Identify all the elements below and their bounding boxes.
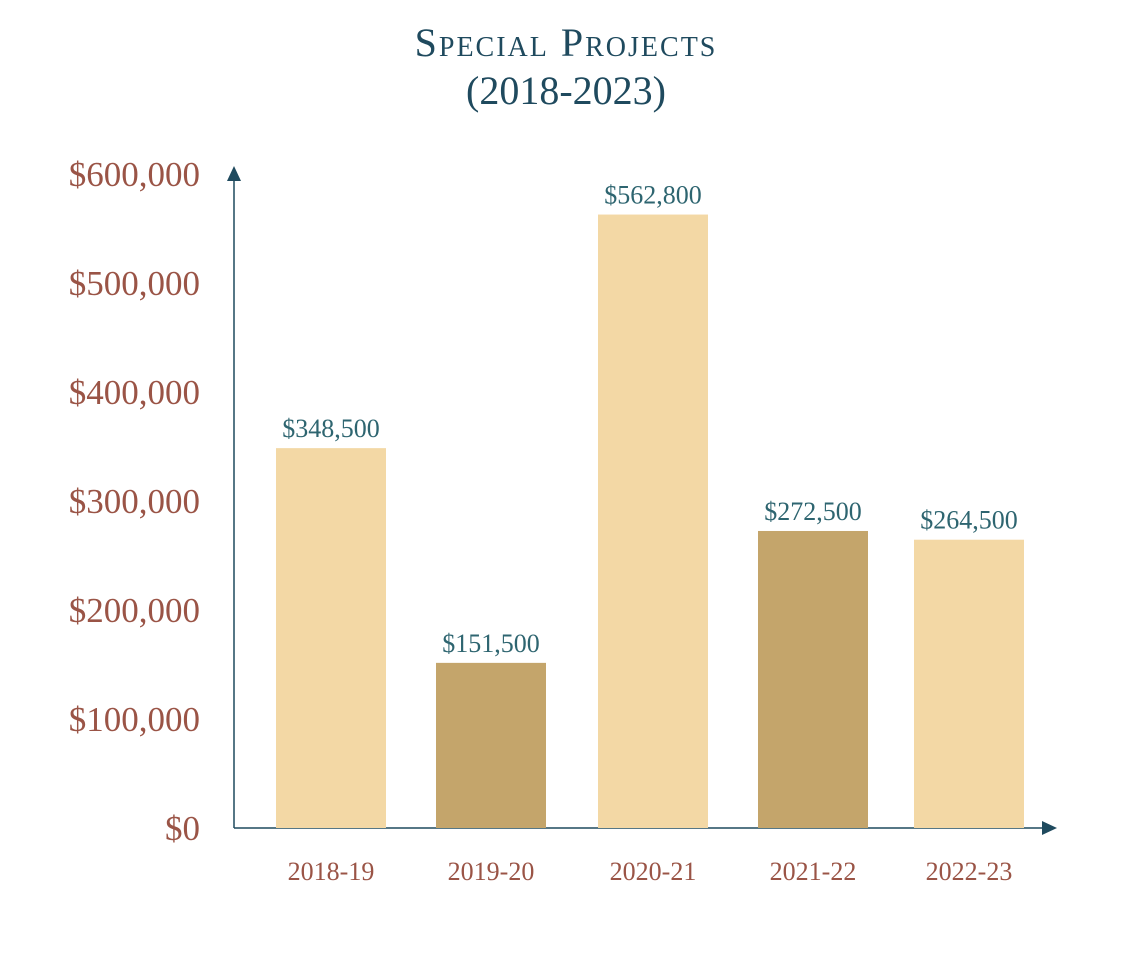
y-tick-label: $100,000 — [69, 700, 200, 739]
data-label: $348,500 — [282, 414, 380, 443]
y-tick-label: $0 — [165, 809, 200, 848]
bar-2019-20 — [436, 662, 546, 828]
bar-2020-21 — [598, 214, 708, 829]
bars — [276, 214, 1024, 829]
bar-2018-19 — [276, 448, 386, 828]
data-label: $264,500 — [920, 506, 1018, 535]
y-tick-labels: $0 $100,000 $200,000 $300,000 $400,000 $500,0… — [69, 155, 200, 848]
x-tick-labels: 2018-19 2019-20 2020-21 2021-22 2022-23 — [288, 857, 1013, 886]
data-labels: $348,500 $151,500 $562,800 $272,500 $264,500 — [282, 181, 1018, 658]
data-label: $272,500 — [764, 497, 862, 526]
y-tick-label: $200,000 — [69, 591, 200, 630]
y-tick-label: $400,000 — [69, 373, 200, 412]
y-tick-label: $600,000 — [69, 155, 200, 194]
x-tick-label: 2021-22 — [770, 857, 857, 886]
y-tick-label: $300,000 — [69, 482, 200, 521]
y-axis-arrow — [227, 166, 241, 181]
x-tick-label: 2022-23 — [926, 857, 1013, 886]
bar-2022-23 — [914, 539, 1024, 828]
chart-title: Special Projects — [415, 20, 718, 65]
x-tick-label: 2019-20 — [448, 857, 535, 886]
x-tick-label: 2018-19 — [288, 857, 375, 886]
y-tick-label: $500,000 — [69, 264, 200, 303]
x-tick-label: 2020-21 — [610, 857, 697, 886]
data-label: $562,800 — [604, 181, 702, 210]
x-axis-arrow — [1042, 821, 1057, 835]
chart-subtitle: (2018-2023) — [466, 68, 666, 113]
data-label: $151,500 — [442, 629, 540, 658]
bar-2021-22 — [758, 530, 868, 828]
